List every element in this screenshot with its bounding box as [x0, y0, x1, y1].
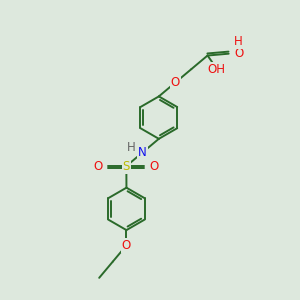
Text: O: O	[170, 76, 180, 89]
Text: H: H	[127, 141, 136, 154]
Text: O: O	[122, 239, 131, 252]
Text: O: O	[150, 160, 159, 172]
Text: O: O	[234, 47, 243, 60]
Text: S: S	[123, 160, 130, 172]
Text: O: O	[94, 160, 103, 172]
Text: H: H	[234, 35, 243, 48]
Text: N: N	[138, 146, 147, 159]
Text: OH: OH	[207, 63, 225, 76]
